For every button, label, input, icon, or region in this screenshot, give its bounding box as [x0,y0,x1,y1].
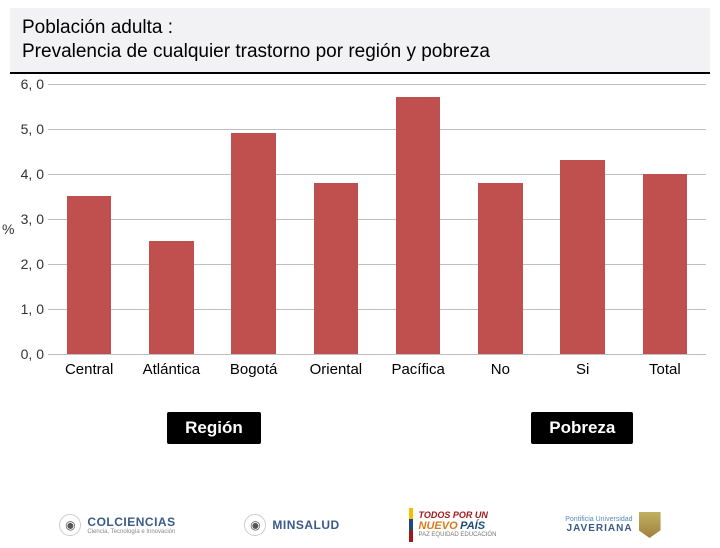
nuevopais-l4: PAZ EQUIDAD EDUCACIÓN [419,532,497,538]
y-tick-label: 2, 0 [16,256,44,272]
footer-logos: ◉ COLCIENCIAS Ciencia, Tecnología e Inno… [0,508,720,542]
y-tick-label: 6, 0 [16,76,44,92]
x-tick-label: Central [48,361,130,378]
y-tick-label: 0, 0 [16,346,44,362]
category-group-labels: Región Pobreza [48,412,710,452]
bar [396,97,440,354]
logo-colciencias: ◉ COLCIENCIAS Ciencia, Tecnología e Inno… [59,514,175,536]
bar-slot [377,84,459,354]
colciencias-name: COLCIENCIAS [87,515,175,529]
y-tick-label: 5, 0 [16,121,44,137]
x-tick-label: Oriental [295,361,377,378]
bar-slot [459,84,541,354]
title-line-1: Población adulta : [22,16,698,40]
bars-container [48,84,706,354]
bar [314,183,358,354]
x-tick-label: Atlántica [130,361,212,378]
logo-minsalud: ◉ MINSALUD [244,514,339,536]
javeriana-t1: Pontificia Universidad [565,516,632,523]
x-tick-label: Pacífica [377,361,459,378]
javeriana-t2: JAVERIANA [565,523,632,534]
bar [67,196,111,354]
bar [149,241,193,354]
flag-icon [409,508,413,542]
x-tick-label: No [459,361,541,378]
x-tick-label: Si [542,361,624,378]
logo-javeriana: Pontificia Universidad JAVERIANA [565,512,660,538]
x-axis-labels: CentralAtlánticaBogotáOrientalPacíficaNo… [48,361,706,378]
bar [560,160,604,354]
header-block: Población adulta : Prevalencia de cualqu… [10,8,710,74]
colciencias-sub: Ciencia, Tecnología e Innovación [87,529,175,535]
bar-slot [130,84,212,354]
y-axis-label: % [2,221,14,237]
shield-icon [639,512,661,538]
y-tick-label: 3, 0 [16,211,44,227]
plot-region: 0, 01, 02, 03, 04, 05, 06, 0 [48,84,706,354]
x-tick-label: Total [624,361,706,378]
emblem-icon: ◉ [59,514,81,536]
nuevopais-l2: NUEVO [419,520,458,532]
bar-slot [48,84,130,354]
group-label-region: Región [167,412,261,444]
bar-slot [295,84,377,354]
group-label-pobreza: Pobreza [531,412,633,444]
y-tick-label: 4, 0 [16,166,44,182]
bar [231,133,275,354]
bar [478,183,522,354]
bar-chart: % 0, 01, 02, 03, 04, 05, 06, 0 CentralAt… [10,84,710,374]
nuevopais-l3: PAÍS [460,520,485,532]
bar-slot [213,84,295,354]
grid-line [48,354,706,355]
minsalud-name: MINSALUD [272,518,339,532]
title-line-2: Prevalencia de cualquier trastorno por r… [22,40,698,64]
bar [643,174,687,354]
emblem-icon: ◉ [244,514,266,536]
bar-slot [542,84,624,354]
y-tick-label: 1, 0 [16,301,44,317]
logo-nuevopais: TODOS POR UN NUEVO PAÍS PAZ EQUIDAD EDUC… [409,508,497,542]
bar-slot [624,84,706,354]
x-tick-label: Bogotá [213,361,295,378]
